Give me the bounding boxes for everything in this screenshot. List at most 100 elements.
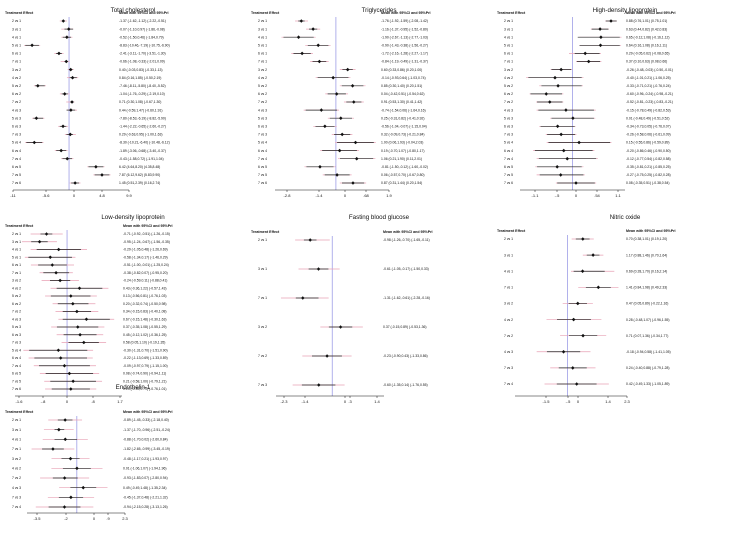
axis-tick-label: -2.3 [281,399,289,404]
row-estimate-text: 0.49 (-0.49,1.48) (-1.35,2.34) [123,486,167,490]
forest-panel: Total cholesterol Treatment Effect Mean wi… [5,7,170,198]
forest-row: 7 vs 4 -0.12 (-0.77,0.54) (-0.82,0.58) [504,156,671,161]
forest-row: 5 vs 3 0.37 (-0.35,1.08) (-0.55,1.29) [12,325,167,329]
header-treatment-effect: Treatment Effect [5,410,34,414]
row-label: 7 vs 4 [12,364,21,368]
row-estimate-text: -0.29 (-1.05,0.48) (-1.26,0.69) [123,248,168,252]
forest-row: 6 vs 5 -0.35 (-0.81,0.21) (-0.85,0.25) [504,165,671,169]
row-label: 3 vs 1 [504,253,513,257]
row-estimate-text: 0.84 (0.16,1.85) (-0.50,2.19) [119,76,161,80]
axis-tick-label: 0 [577,399,580,404]
row-label: 2 vs 1 [12,19,21,23]
mean-marker [70,100,74,104]
row-label: 5 vs 1 [12,255,21,259]
forest-row: 5 vs 1 -8.83 (-10.46,-7.19) (-10.75,-6.90… [12,43,170,48]
row-label: 4 vs 3 [12,486,21,490]
mean-marker [30,43,34,48]
mean-marker [591,253,595,257]
mean-marker [338,325,343,329]
forest-row: 7 vs 2 0.91 (0.53,1.30) (0.41,1.42) [258,100,422,104]
forest-row: 4 vs 3 -0.18 (-0.94,0.58) (-1.41,1.05) [504,349,671,354]
forest-row: 7 vs 6 0.87 (0.31,1.44) (0.20,1.54) [258,181,422,185]
mean-marker [71,379,75,384]
mean-marker [599,35,603,39]
row-estimate-text: 0.15 (-0.55,0.86) (-0.59,0.89) [626,141,670,145]
forest-row: 5 vs 4 -0.30 (-1.31,0.70) (-1.51,0.90) [12,348,168,352]
mean-marker [57,427,61,432]
row-label: 2 vs 1 [504,19,513,23]
row-label: 7 vs 3 [12,341,21,345]
forest-row: 6 vs 2 0.20 (-0.32,0.74) (-0.50,0.98) [12,301,167,306]
row-label: 6 vs 2 [504,92,513,96]
mean-marker [67,371,72,376]
row-label: 7 vs 1 [504,60,513,64]
mean-marker [598,43,603,48]
forest-row: 6 vs 2 0.04 (-0.42,0.51) (-0.54,0.62) [258,92,425,96]
row-label: 3 vs 2 [258,325,267,329]
mean-marker [69,495,73,500]
axis-tick-label: .68 [363,193,369,198]
mean-marker [308,238,312,242]
mean-marker [71,301,75,306]
row-label: 4 vs 1 [12,438,21,442]
row-label: 4 vs 3 [504,350,513,354]
row-label: 3 vs 2 [12,457,21,461]
mean-marker [553,75,557,80]
forest-row: 4 vs 3 -0.74 (-1.54,0.06) (-1.64,0.16) [258,108,426,112]
row-estimate-text: 0.32 (-0.09,0.73) (-0.21,0.84) [381,133,425,137]
mean-marker [48,255,53,260]
forest-row: 4 vs 1 -0.52 (-1.50,0.46) (-1.84,0.79) [12,35,164,39]
mean-marker [64,59,69,64]
mean-marker [44,232,49,236]
forest-row: 5 vs 3 -7.80 (-8.53,-6.19) (-8.82,-5.90) [12,116,166,120]
mean-marker [325,354,329,358]
forest-row: 4 vs 1 -0.88 (-1.70,0.02) (-2.60,0.84) [12,437,168,442]
row-label: 6 vs 1 [12,52,21,56]
mean-marker [547,100,552,104]
mean-marker [62,363,67,368]
forest-row: 5 vs 1 -0.90 (-1.43,-0.38) (-1.56,-0.27) [258,43,428,48]
forest-row: 6 vs 4 -0.20 (-0.86,0.46) (-0.90,0.50) [504,148,671,153]
header-mean-ci-pri: Mean with 95%CI and 95%PrI [626,229,676,233]
forest-row: 4 vs 2 0.28 (-0.48,1.07) (-0.96,1.55) [504,317,670,322]
forest-panel: Endothelin-1 Treatment Effect Mean with 95… [5,384,173,521]
mean-marker [351,181,355,185]
row-estimate-text: -1.37 (-1.62,-1.12) (-2.22,-0.51) [119,19,166,23]
row-label: 7 vs 2 [258,100,267,104]
row-estimate-text: -0.34 (-0.73,0.05) (-0.76,0.07) [626,125,671,129]
axis-tick-label: 1.4 [374,399,380,404]
mean-marker [316,383,321,387]
forest-row: 3 vs 2 -0.24 (-0.59,0.11) (-0.88,0.41) [12,278,167,283]
row-label: 7 vs 3 [12,133,21,137]
row-label: 4 vs 2 [504,76,513,80]
row-label: 3 vs 2 [504,68,513,72]
row-estimate-text: -0.56 (-1.04,-0.07) (-1.15,0.04) [381,125,427,129]
row-label: 7 vs 3 [504,133,513,137]
row-label: 2 vs 1 [12,418,21,422]
axis-tick-label: .9 [106,516,110,521]
row-label: 6 vs 3 [258,125,267,129]
mean-marker [570,366,575,370]
row-label: 5 vs 4 [12,348,21,352]
panel-title: Fasting blood glucose [349,214,410,221]
forest-row: 4 vs 1 0.69 (0.28,1.70) (0.16,2.14) [504,269,667,273]
row-label: 6 vs 3 [12,125,21,129]
header-treatment-effect: Treatment Effect [5,11,34,15]
mean-marker [337,148,342,153]
row-label: 6 vs 5 [12,165,21,169]
forest-row: 6 vs 5 6.42 (4.64,8.20) (4.35,8.48) [12,165,160,169]
row-label: 6 vs 4 [12,149,21,153]
row-label: 7 vs 1 [504,286,513,290]
row-label: 6 vs 4 [12,356,21,360]
forest-row: 6 vs 3 -1.44 (-2.22,-0.65) (-2.60,-0.27) [12,124,166,129]
row-estimate-text: -1.82 (-2.65,-0.99) (-3.45,-0.19) [123,447,170,451]
row-label: 7 vs 5 [12,173,21,177]
mean-marker [50,263,55,267]
forest-row: 2 vs 1 -1.37 (-1.62,-1.12) (-2.22,-0.51) [12,19,166,23]
mean-marker [544,92,549,96]
row-estimate-text: -0.07 (-1.10,0.97) (-1.86,-0.08) [119,27,165,31]
mean-marker [68,132,73,137]
row-estimate-text: -0.88 (-1.70,0.02) (-2.60,0.84) [123,438,168,442]
row-label: 6 vs 1 [504,52,513,56]
forest-row: 4 vs 1 0.65 (-0.12,1.08) (-0.16,1.12) [504,35,670,39]
